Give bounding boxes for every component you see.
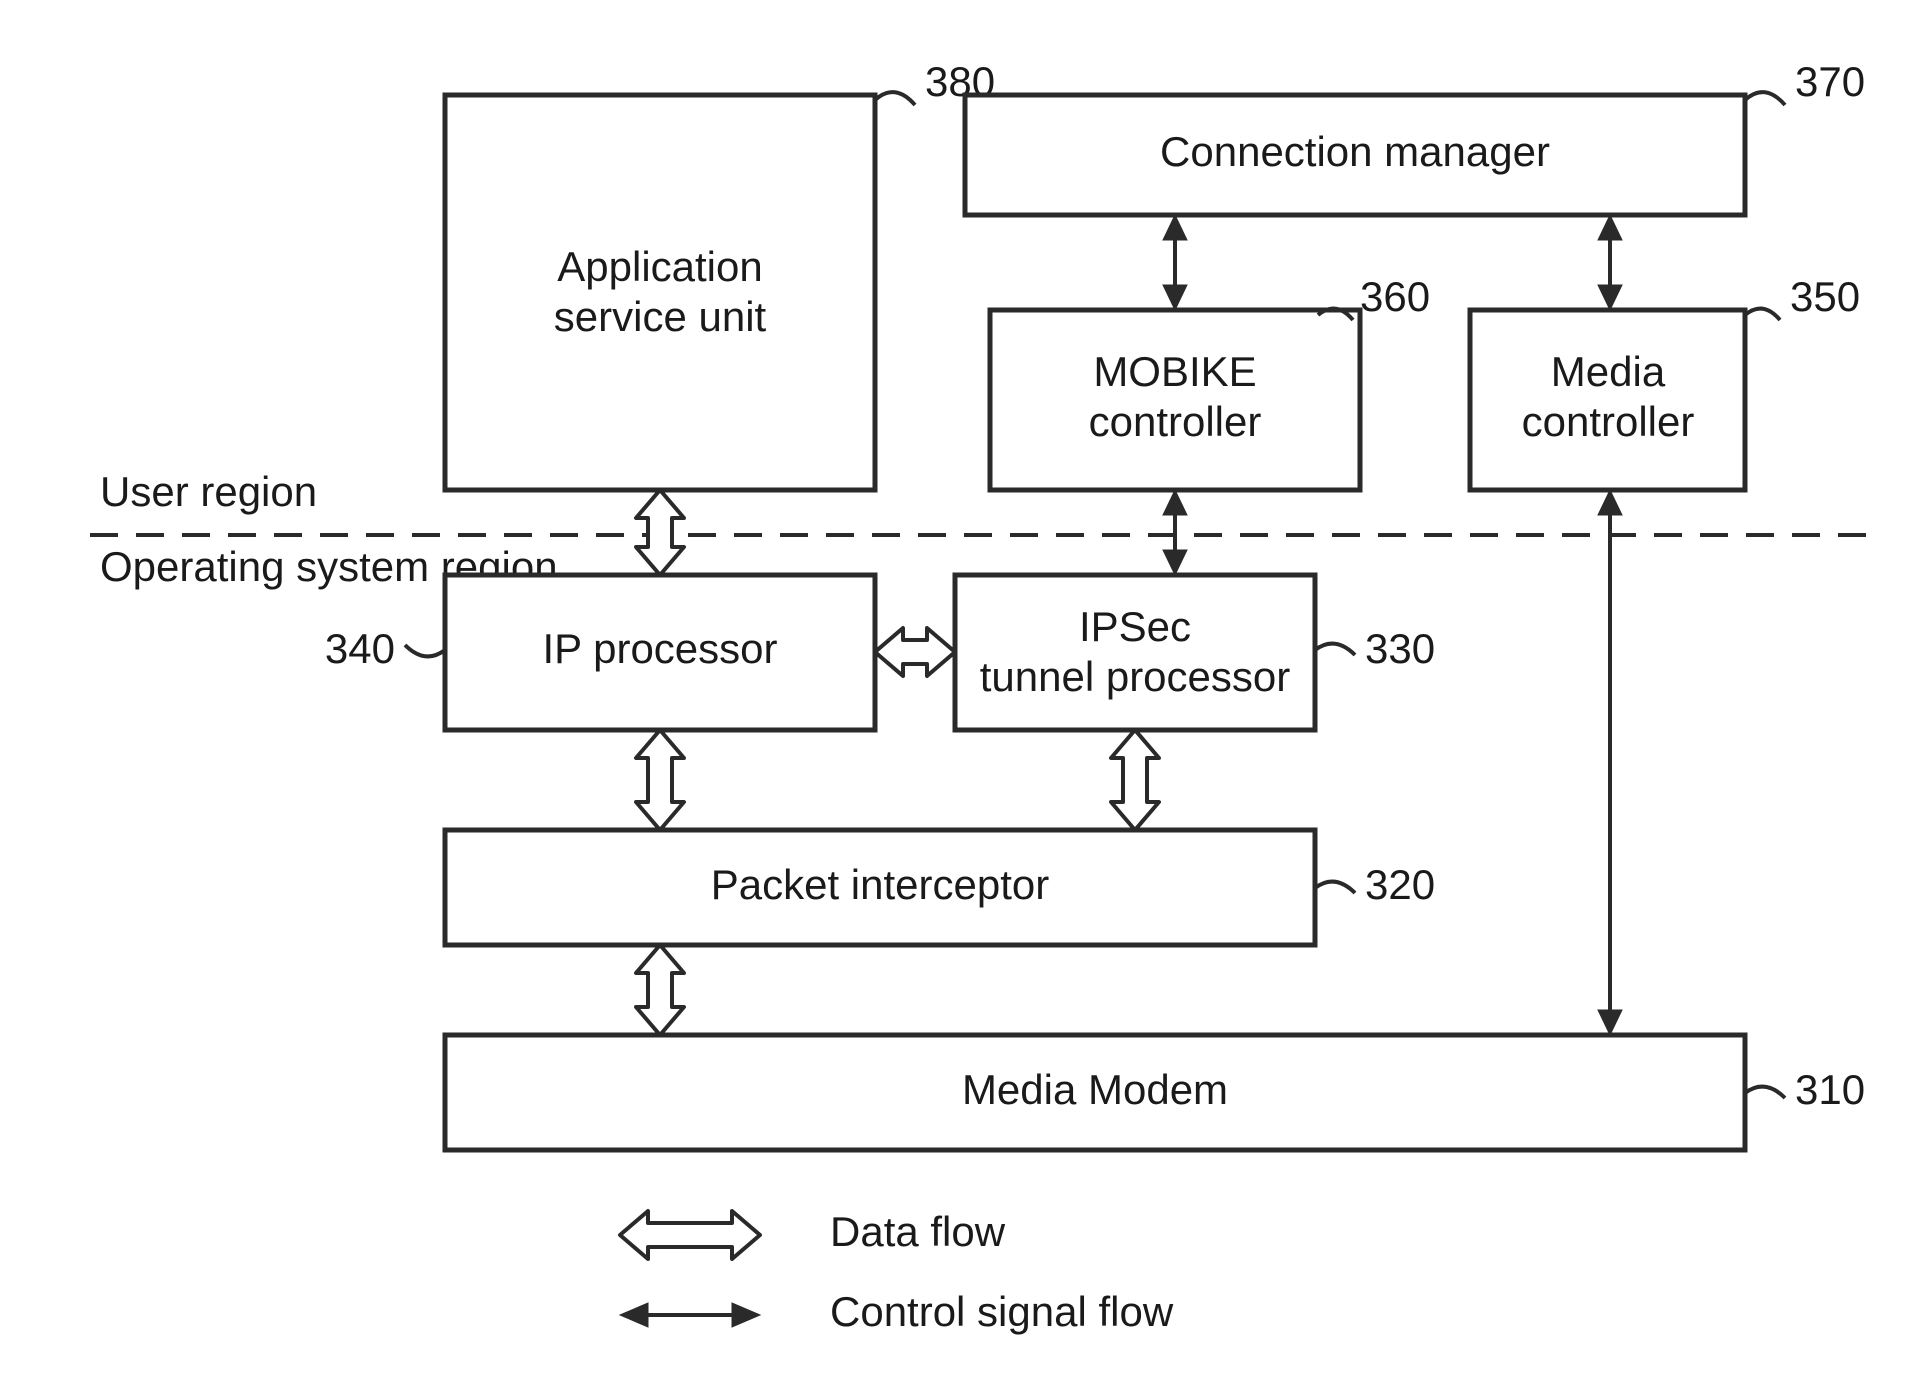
svg-text:MOBIKE: MOBIKE bbox=[1093, 348, 1256, 395]
svg-text:controller: controller bbox=[1522, 398, 1695, 445]
ref-320: 320 bbox=[1365, 861, 1435, 908]
svg-text:IP processor: IP processor bbox=[543, 625, 778, 672]
svg-text:controller: controller bbox=[1089, 398, 1262, 445]
legend-data-flow-icon bbox=[620, 1211, 760, 1259]
node-media-controller: Media controller 350 bbox=[1470, 273, 1860, 490]
legend: Data flow Control signal flow bbox=[620, 1208, 1174, 1335]
node-ipsec-tunnel-processor: IPSec tunnel processor 330 bbox=[955, 575, 1435, 730]
architecture-diagram: User region Operating system region Appl… bbox=[0, 0, 1920, 1398]
ref-370: 370 bbox=[1795, 58, 1865, 105]
node-connection-manager: Connection manager 370 bbox=[965, 58, 1865, 215]
ref-340: 340 bbox=[325, 625, 395, 672]
svg-text:tunnel processor: tunnel processor bbox=[980, 653, 1291, 700]
svg-text:Media Modem: Media Modem bbox=[962, 1066, 1228, 1113]
svg-text:Packet interceptor: Packet interceptor bbox=[711, 861, 1050, 908]
svg-text:service unit: service unit bbox=[554, 293, 767, 340]
user-region-label: User region bbox=[100, 468, 317, 515]
svg-text:IPSec: IPSec bbox=[1079, 603, 1191, 650]
svg-text:Application: Application bbox=[557, 243, 762, 290]
node-mobike-controller: MOBIKE controller 360 bbox=[990, 273, 1430, 490]
svg-text:Media: Media bbox=[1551, 348, 1666, 395]
node-packet-interceptor: Packet interceptor 320 bbox=[445, 830, 1435, 945]
ref-330: 330 bbox=[1365, 625, 1435, 672]
ref-360: 360 bbox=[1360, 273, 1430, 320]
node-ip-processor: IP processor 340 bbox=[325, 575, 875, 730]
legend-data-flow-label: Data flow bbox=[830, 1208, 1006, 1255]
ref-350: 350 bbox=[1790, 273, 1860, 320]
svg-text:Connection manager: Connection manager bbox=[1160, 128, 1550, 175]
data-flow-arrows bbox=[636, 490, 1159, 1035]
legend-control-flow-label: Control signal flow bbox=[830, 1288, 1174, 1335]
node-media-modem: Media Modem 310 bbox=[445, 1035, 1865, 1150]
ref-310: 310 bbox=[1795, 1066, 1865, 1113]
node-application-service-unit: Application service unit 380 bbox=[445, 58, 995, 490]
